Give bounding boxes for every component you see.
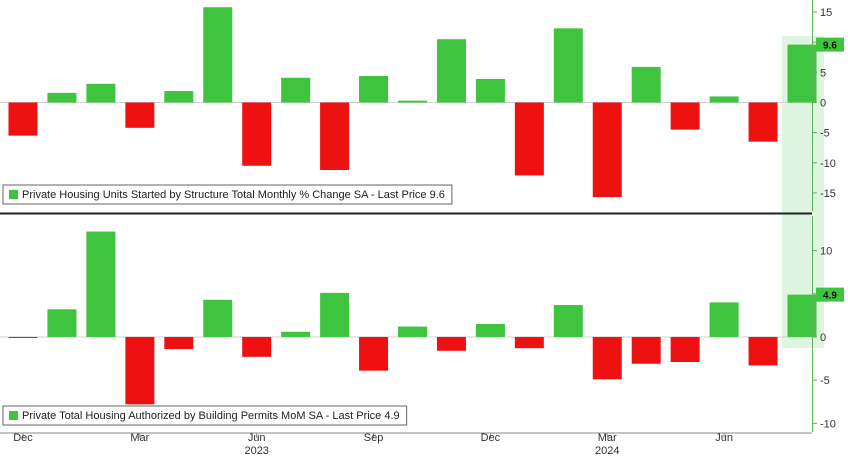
- bar-starts-9: [359, 75, 389, 103]
- y-tick-label-permits: 0: [820, 332, 826, 344]
- bar-starts-6: [242, 102, 272, 166]
- last-price-marker-starts: [816, 37, 844, 52]
- bar-permits-19: [748, 336, 778, 366]
- legend-text-starts: Private Housing Units Started by Structu…: [22, 189, 445, 201]
- bar-permits-0: [8, 336, 38, 338]
- bar-starts-16: [631, 66, 661, 103]
- bar-permits-8: [320, 292, 350, 337]
- y-tick-label-permits: -10: [820, 418, 836, 430]
- last-price-label-permits: 4.9: [823, 291, 837, 302]
- legend-box-permits: [2, 405, 408, 426]
- x-year-label-2023: 2023: [244, 445, 268, 457]
- last-price-marker-permits: [816, 287, 844, 302]
- bar-permits-13: [514, 336, 544, 349]
- bar-permits-11: [436, 336, 466, 351]
- y-tick-label-starts: -5: [820, 128, 830, 140]
- bar-starts-1: [47, 92, 77, 103]
- bar-starts-4: [164, 91, 194, 103]
- x-tick-label-6: Jun: [248, 432, 266, 444]
- bar-starts-11: [436, 39, 466, 103]
- x-tick-label-18: Jun: [715, 432, 733, 444]
- bar-permits-20: [787, 294, 817, 337]
- bar-starts-20: [787, 44, 817, 103]
- bar-permits-1: [47, 309, 77, 337]
- x-tick-label-12: Dec: [481, 432, 501, 444]
- legend-box-starts: [2, 184, 453, 205]
- bar-permits-18: [709, 302, 739, 337]
- bar-starts-7: [281, 77, 311, 103]
- x-tick-label-9: Sep: [364, 432, 384, 444]
- legend-swatch-starts: [9, 190, 18, 199]
- y-tick-label-permits: 10: [820, 246, 832, 258]
- bar-permits-4: [164, 336, 194, 350]
- bar-permits-12: [475, 324, 505, 337]
- y-tick-label-starts: 15: [820, 7, 832, 19]
- y-tick-label-starts: -15: [820, 188, 836, 200]
- bar-starts-2: [86, 83, 116, 103]
- bar-starts-17: [670, 102, 700, 130]
- last-price-label-starts: 9.6: [823, 41, 837, 52]
- x-tick-label-15: Mar: [598, 432, 617, 444]
- x-year-label-2024: 2024: [595, 445, 619, 457]
- bar-starts-8: [320, 102, 350, 171]
- bar-starts-19: [748, 102, 778, 142]
- bar-permits-5: [203, 299, 233, 337]
- bar-starts-10: [398, 100, 427, 103]
- bar-permits-7: [281, 331, 311, 337]
- bar-permits-6: [242, 336, 272, 357]
- bar-starts-3: [125, 102, 155, 128]
- bar-permits-14: [553, 304, 583, 337]
- bar-starts-13: [514, 102, 544, 176]
- bar-permits-17: [670, 336, 700, 363]
- legend-swatch-permits: [9, 411, 18, 420]
- y-tick-label-starts: -10: [820, 158, 836, 170]
- x-tick-label-3: Mar: [130, 432, 149, 444]
- y-tick-label-permits: -5: [820, 375, 830, 387]
- bar-permits-16: [631, 336, 661, 364]
- x-tick-label-0: Dec: [13, 432, 33, 444]
- bar-starts-5: [203, 7, 233, 103]
- bar-permits-9: [359, 336, 389, 371]
- bar-starts-14: [553, 28, 583, 103]
- bar-permits-10: [398, 326, 427, 337]
- bar-permits-2: [86, 231, 116, 337]
- legend-text-permits: Private Total Housing Authorized by Buil…: [22, 410, 400, 422]
- bar-starts-0: [8, 102, 38, 136]
- y-tick-label-starts: 5: [820, 67, 826, 79]
- bar-starts-12: [475, 78, 505, 103]
- bar-starts-15: [592, 102, 622, 198]
- bar-permits-15: [592, 336, 622, 380]
- bar-permits-3: [125, 336, 155, 405]
- bar-starts-18: [709, 96, 739, 103]
- y-tick-label-starts: 0: [820, 97, 826, 109]
